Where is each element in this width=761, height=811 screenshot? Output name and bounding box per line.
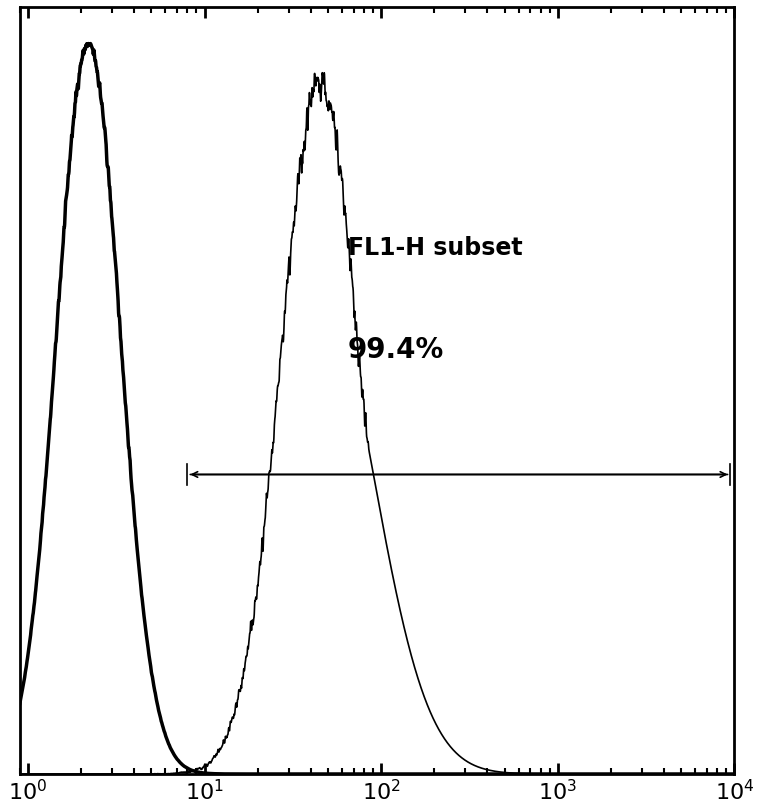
Text: FL1-H subset: FL1-H subset: [348, 236, 523, 260]
Text: 99.4%: 99.4%: [348, 336, 444, 363]
